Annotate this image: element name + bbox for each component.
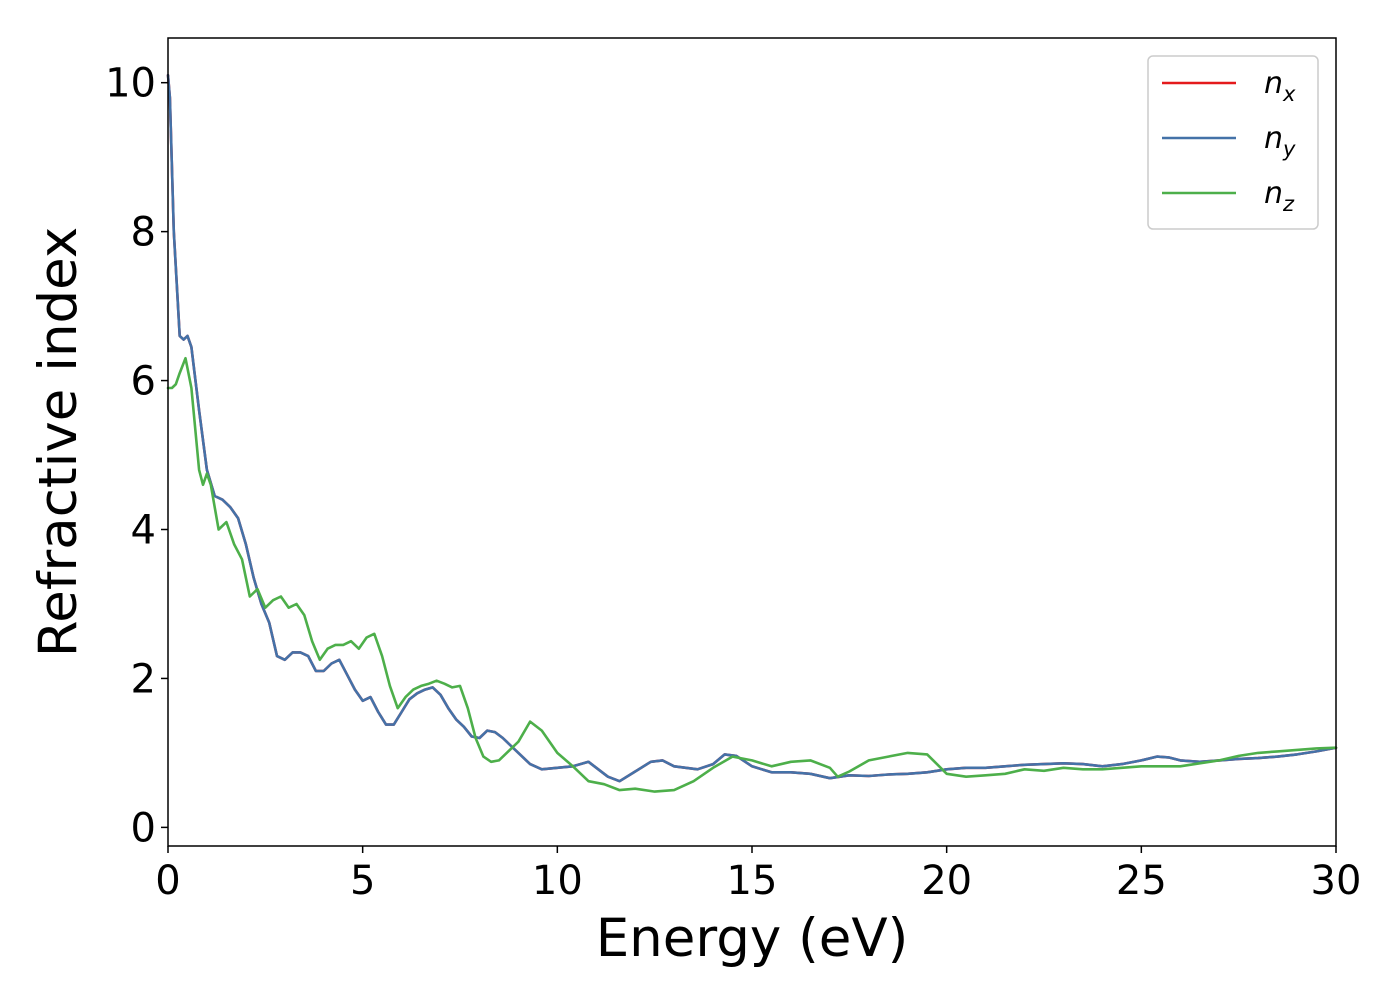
series-line-ny bbox=[166, 73, 1338, 783]
y-axis-ticks: 0 2 4 6 8 10 bbox=[105, 61, 168, 851]
x-tick-label: 15 bbox=[727, 858, 778, 904]
legend: nx ny nz bbox=[1147, 55, 1319, 230]
x-tick-label: 5 bbox=[350, 858, 375, 904]
y-tick-label: 4 bbox=[131, 508, 156, 554]
legend-label-ny: ny bbox=[1264, 121, 1296, 161]
x-tick-label: 0 bbox=[155, 858, 180, 904]
y-tick-label: 10 bbox=[105, 61, 156, 107]
x-tick-label: 10 bbox=[532, 858, 583, 904]
x-tick-label: 30 bbox=[1311, 858, 1362, 904]
x-axis-ticks: 0 5 10 15 20 25 30 bbox=[155, 846, 1361, 904]
legend-label-nx: nx bbox=[1264, 66, 1296, 106]
y-tick-label: 2 bbox=[131, 656, 156, 702]
x-axis-title: Energy (eV) bbox=[596, 908, 909, 969]
x-tick-label: 25 bbox=[1116, 858, 1167, 904]
y-axis-title: Refractive index bbox=[28, 227, 89, 657]
series-line-nz bbox=[166, 356, 1338, 793]
y-tick-label: 6 bbox=[131, 359, 156, 405]
x-tick-label: 20 bbox=[921, 858, 972, 904]
y-tick-label: 0 bbox=[131, 805, 156, 851]
legend-box bbox=[1147, 55, 1319, 230]
series-layer bbox=[166, 73, 1338, 793]
y-tick-label: 8 bbox=[131, 210, 156, 256]
legend-label-nz: nz bbox=[1264, 176, 1295, 216]
